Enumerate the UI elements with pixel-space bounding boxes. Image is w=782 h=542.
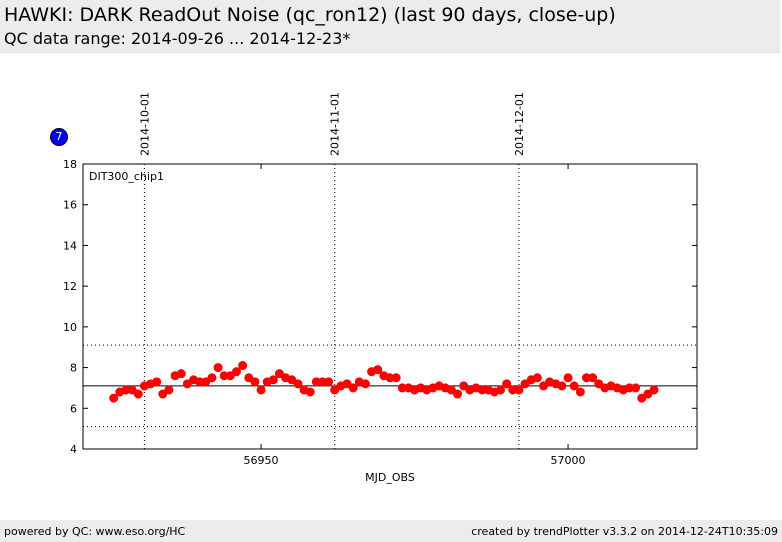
- data-point: [459, 381, 469, 391]
- data-point: [287, 375, 297, 385]
- data-point: [563, 373, 573, 383]
- x-axis-label: MJD_OBS: [365, 471, 415, 484]
- data-point: [373, 365, 383, 375]
- data-point: [164, 385, 174, 395]
- count-badge: 7: [50, 128, 68, 146]
- data-point: [637, 393, 647, 403]
- data-point: [225, 371, 235, 381]
- y-tick-label: 10: [63, 321, 77, 334]
- y-tick-label: 14: [63, 239, 77, 252]
- y-tick-label: 6: [70, 402, 77, 415]
- data-point: [631, 383, 641, 393]
- data-point: [446, 385, 456, 395]
- data-point: [594, 379, 604, 389]
- data-point: [514, 385, 524, 395]
- data-point: [391, 373, 401, 383]
- data-point: [109, 393, 119, 403]
- data-point: [176, 369, 186, 379]
- data-point: [557, 381, 567, 391]
- y-tick-label: 12: [63, 280, 77, 293]
- header-bar: HAWKI: DARK ReadOut Noise (qc_ron12) (la…: [0, 0, 780, 53]
- panel-label: DIT300_chip1: [89, 170, 164, 183]
- data-point: [127, 385, 137, 395]
- data-point: [324, 377, 334, 387]
- footer-bar: powered by QC: www.eso.org/HC created by…: [0, 520, 782, 542]
- page-subtitle: QC data range: 2014-09-26 ... 2014-12-23…: [4, 29, 351, 48]
- page-title: HAWKI: DARK ReadOut Noise (qc_ron12) (la…: [4, 4, 616, 26]
- data-point: [244, 373, 254, 383]
- data-point: [213, 363, 223, 373]
- x-tick-label: 56950: [244, 454, 279, 467]
- date-marker-label: 2014-11-01: [329, 92, 342, 156]
- data-point: [182, 379, 192, 389]
- data-point: [158, 389, 168, 399]
- data-point: [502, 379, 512, 389]
- data-point: [520, 379, 530, 389]
- data-point: [588, 373, 598, 383]
- data-point: [133, 389, 143, 399]
- data-point: [305, 387, 315, 397]
- data-point: [201, 377, 211, 387]
- data-point: [575, 387, 585, 397]
- data-point: [232, 367, 241, 377]
- data-point: [569, 381, 579, 391]
- date-marker-label: 2014-10-01: [138, 92, 151, 156]
- data-point: [453, 389, 463, 399]
- y-tick-label: 4: [70, 443, 77, 456]
- data-point: [274, 369, 284, 379]
- footer-powered-by: powered by QC: www.eso.org/HC: [4, 525, 186, 538]
- data-point: [330, 385, 340, 395]
- data-point: [360, 379, 370, 389]
- data-point: [293, 379, 303, 389]
- date-marker-label: 2014-12-01: [513, 92, 526, 156]
- footer-created-by: created by trendPlotter v3.3.2 on 2014-1…: [471, 525, 778, 538]
- data-point: [152, 377, 162, 387]
- data-point: [532, 373, 542, 383]
- y-tick-label: 18: [63, 158, 77, 171]
- data-point: [496, 385, 506, 395]
- data-point: [268, 375, 278, 385]
- y-tick-label: 8: [70, 362, 77, 375]
- data-point: [256, 385, 266, 395]
- data-point: [539, 381, 548, 391]
- data-point: [649, 385, 659, 395]
- data-point: [342, 379, 352, 389]
- plot-frame: [82, 163, 698, 450]
- data-point: [238, 361, 248, 371]
- x-tick-label: 57000: [551, 454, 586, 467]
- data-point: [348, 383, 358, 393]
- y-tick-label: 16: [63, 199, 77, 212]
- data-point: [643, 389, 653, 399]
- data-point: [207, 373, 217, 383]
- data-point: [250, 377, 260, 387]
